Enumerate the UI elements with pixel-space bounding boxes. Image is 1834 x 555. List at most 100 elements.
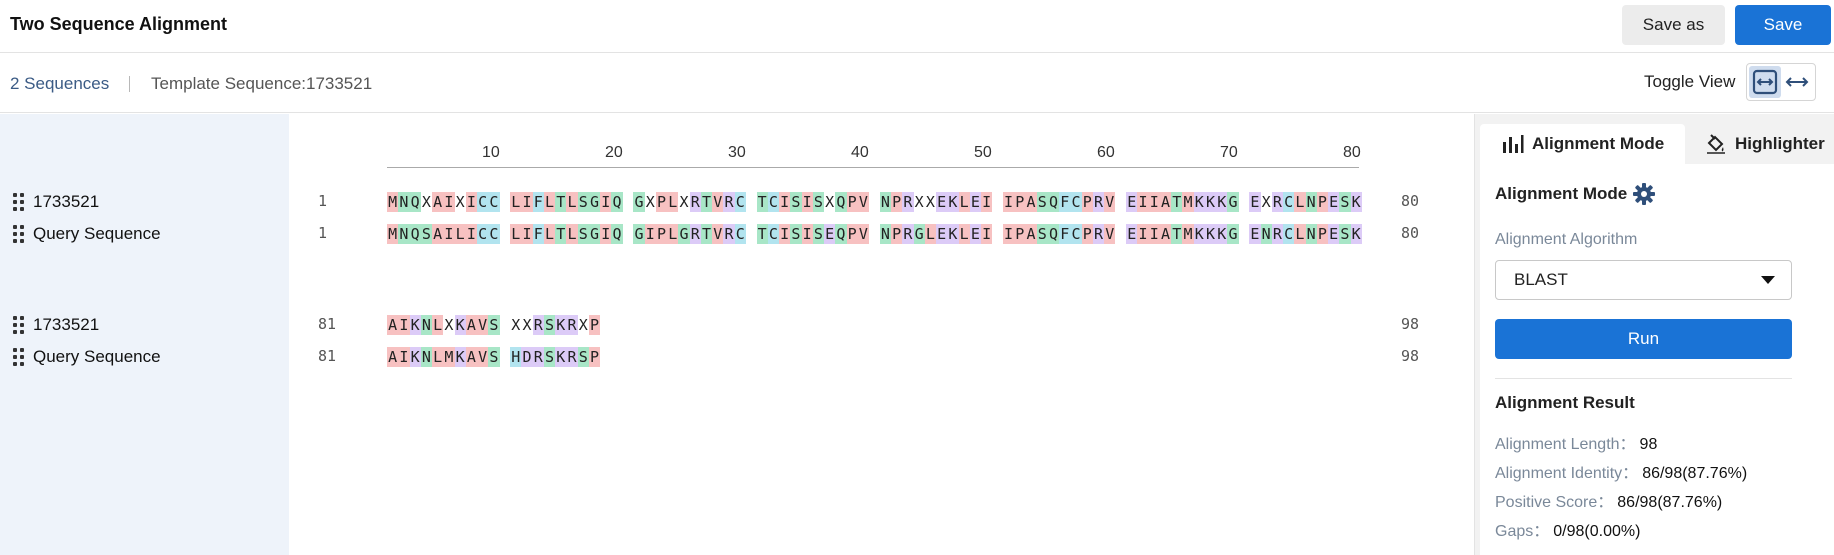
residue-group: EXRCLNPESK: [1249, 192, 1362, 212]
drag-handle-icon[interactable]: [13, 348, 25, 366]
residue: A: [1160, 224, 1171, 244]
result-key: Gaps：: [1495, 523, 1549, 540]
residue: C: [735, 192, 746, 212]
tab-highlighter[interactable]: Highlighter: [1685, 124, 1825, 164]
residue: S: [544, 347, 555, 367]
residue: R: [566, 315, 577, 335]
residue: E: [824, 224, 835, 244]
residue: L: [544, 192, 555, 212]
panel-tabs: Alignment Mode Highlighter: [1480, 124, 1834, 164]
residue: A: [1025, 224, 1036, 244]
residue: I: [600, 192, 611, 212]
residue-group: MNQXAIXICC: [387, 192, 500, 212]
residue: M: [1182, 192, 1193, 212]
ruler-tick: 10: [482, 144, 500, 162]
wrap-view-button[interactable]: [1749, 66, 1781, 98]
residue: K: [947, 192, 958, 212]
save-button[interactable]: Save: [1735, 5, 1831, 45]
residue: K: [1216, 192, 1227, 212]
residue: R: [690, 192, 701, 212]
residue: P: [656, 224, 667, 244]
residue: A: [432, 224, 443, 244]
template-sequence: Template Sequence:1733521: [151, 74, 372, 94]
residue: K: [1194, 192, 1205, 212]
sequence-count[interactable]: 2 Sequences: [10, 74, 109, 94]
residue: X: [925, 192, 936, 212]
residue: E: [970, 224, 981, 244]
paint-bucket-icon: [1705, 134, 1727, 154]
residue-group: GXPLXRTVRC: [633, 192, 746, 212]
residue: L: [959, 192, 970, 212]
sequence-row[interactable]: AIKNLXKAVSXXRSKRXP: [387, 315, 611, 335]
residue: C: [768, 192, 779, 212]
residue: T: [757, 192, 768, 212]
residue: R: [566, 347, 577, 367]
residue-group: LIFLTLSGIQ: [510, 224, 623, 244]
sequence-row[interactable]: MNQSAILICCLIFLTLSGIQGIPLGRTVRCTCISISEQPV…: [387, 224, 1373, 244]
drag-handle-icon[interactable]: [13, 316, 25, 334]
residue: C: [488, 224, 499, 244]
settings-button[interactable]: [1632, 182, 1656, 211]
residue-group: IPASQFCPRV: [1003, 192, 1116, 212]
residue: I: [398, 315, 409, 335]
result-key: Positive Score：: [1495, 494, 1613, 511]
sequence-name-row[interactable]: Query Sequence: [13, 222, 161, 246]
result-value: 0/98(0.00%): [1553, 523, 1640, 540]
residue: T: [555, 224, 566, 244]
sequence-row[interactable]: MNQXAIXICCLIFLTLSGIQGXPLXRTVRCTCISISXQPV…: [387, 192, 1373, 212]
residue: S: [421, 224, 432, 244]
residue: V: [1104, 192, 1115, 212]
residue: P: [847, 224, 858, 244]
residue: S: [1037, 192, 1048, 212]
result-value: 86/98(87.76%): [1617, 494, 1722, 511]
residue: E: [1126, 192, 1137, 212]
residue: L: [1294, 224, 1305, 244]
residue: L: [432, 347, 443, 367]
residue: R: [1272, 192, 1283, 212]
residue: G: [1227, 192, 1238, 212]
residue: N: [421, 347, 432, 367]
drag-handle-icon[interactable]: [13, 225, 25, 243]
residue: K: [1194, 224, 1205, 244]
drag-handle-icon[interactable]: [13, 193, 25, 211]
end-position: 98: [1401, 315, 1419, 333]
residue: E: [936, 224, 947, 244]
tab-label: Highlighter: [1735, 134, 1825, 154]
residue: P: [891, 192, 902, 212]
save-as-button[interactable]: Save as: [1622, 5, 1725, 45]
residue: N: [398, 224, 409, 244]
residue: F: [1059, 192, 1070, 212]
single-line-view-button[interactable]: [1781, 66, 1813, 98]
start-position: 81: [318, 347, 336, 365]
residue: X: [1261, 192, 1272, 212]
residue: L: [566, 224, 577, 244]
algorithm-select[interactable]: BLAST: [1495, 260, 1792, 300]
residue: X: [824, 192, 835, 212]
sequence-name-row[interactable]: Query Sequence: [13, 345, 161, 369]
run-button[interactable]: Run: [1495, 319, 1792, 359]
residue: V: [1104, 224, 1115, 244]
sequence-row[interactable]: AIKNLMKAVSHDRSKRSP: [387, 347, 611, 367]
residue-group: TCISISEQPV: [757, 224, 870, 244]
ruler-tick: 60: [1097, 144, 1115, 162]
residue: I: [645, 224, 656, 244]
sequence-name-row[interactable]: 1733521: [13, 313, 99, 337]
page-title: Two Sequence Alignment: [10, 14, 227, 35]
residue: I: [1149, 224, 1160, 244]
residue: A: [1160, 192, 1171, 212]
tab-alignment-mode[interactable]: Alignment Mode: [1480, 124, 1685, 164]
residue: H: [510, 347, 521, 367]
sequence-name-row[interactable]: 1733521: [13, 190, 99, 214]
gear-icon: [1632, 182, 1656, 206]
start-position: 81: [318, 315, 336, 333]
residue: E: [936, 192, 947, 212]
residue: R: [533, 315, 544, 335]
residue: A: [387, 315, 398, 335]
residue: S: [488, 315, 499, 335]
residue: P: [589, 315, 600, 335]
ruler-tick: 50: [974, 144, 992, 162]
divider: [1495, 378, 1792, 379]
residue: K: [555, 347, 566, 367]
residue: Q: [410, 224, 421, 244]
residue: T: [1171, 224, 1182, 244]
